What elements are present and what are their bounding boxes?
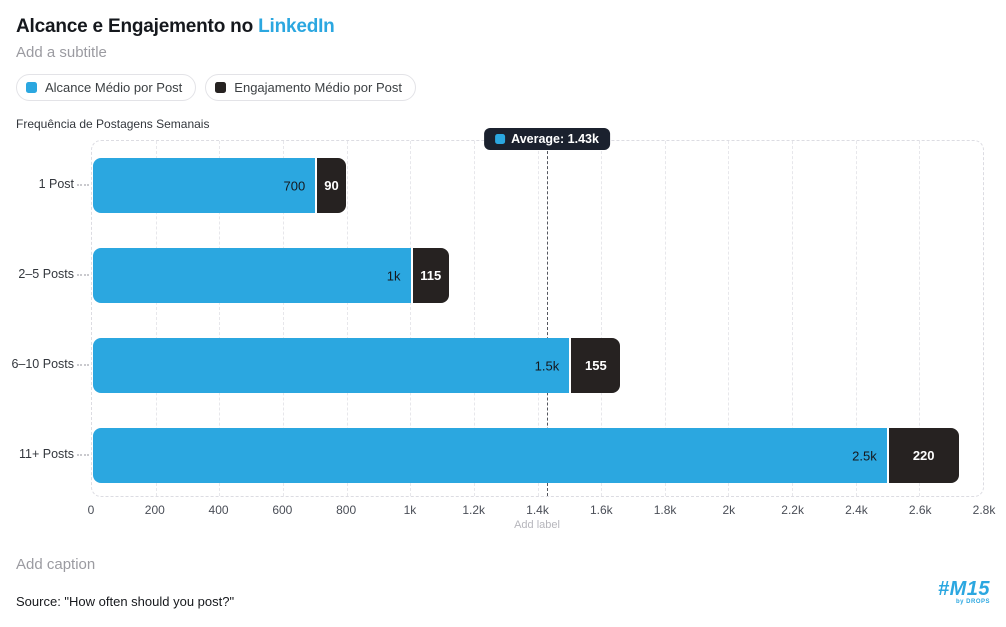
bar-value-label-reach: 700 — [283, 178, 306, 193]
x-axis-tick: 800 — [336, 503, 357, 517]
x-axis-tick: 400 — [208, 503, 229, 517]
x-axis-tick: 1k — [403, 503, 417, 517]
category-label: 1 Post — [38, 177, 74, 191]
brand-logo: #M15 by DROPS — [926, 579, 990, 606]
subtitle-placeholder[interactable]: Add a subtitle — [16, 44, 107, 61]
gridline — [601, 141, 603, 496]
gridline — [410, 141, 412, 496]
gridline — [219, 141, 221, 496]
x-axis-tick: 2.2k — [781, 503, 804, 517]
legend-swatch-icon — [26, 82, 37, 93]
average-label-pill[interactable]: Average: 1.43k — [484, 128, 610, 150]
title-text: Alcance e Engajemento no — [16, 16, 259, 37]
average-label: Average: 1.43k — [511, 132, 599, 146]
gridline — [728, 141, 730, 496]
gridline — [155, 141, 157, 496]
gridline — [346, 141, 348, 496]
bar-row: 1k 115 — [93, 248, 982, 303]
gridline — [282, 141, 284, 496]
y-axis-title: Frequência de Postagens Semanais — [16, 117, 210, 131]
gridline — [792, 141, 794, 496]
brand-logo-subtext: by DROPS — [955, 599, 990, 605]
category-tick-icon — [77, 183, 89, 186]
gridline — [473, 141, 475, 496]
legend: Alcance Médio por Post Engajamento Médio … — [16, 74, 416, 101]
legend-item-engagement[interactable]: Engajamento Médio por Post — [205, 74, 416, 101]
gridline — [664, 141, 666, 496]
bar-segment-engagement[interactable]: 115 — [412, 248, 449, 303]
bar-value-label-reach: 2.5k — [852, 448, 877, 463]
x-axis-tick: 2.4k — [845, 503, 868, 517]
x-axis-tick: 2k — [722, 503, 736, 517]
category-label: 11+ Posts — [18, 447, 74, 461]
brand-logo-text: #M15 — [937, 578, 990, 600]
category-label: 2–5 Posts — [18, 267, 74, 281]
bar-segment-reach[interactable]: 1.5k — [93, 338, 570, 393]
bar-segment-engagement[interactable]: 220 — [888, 428, 959, 483]
category-tick-icon — [77, 453, 89, 456]
caption-placeholder[interactable]: Add caption — [16, 556, 96, 573]
bar-value-label-engagement: 115 — [420, 268, 442, 283]
legend-item-label: Alcance Médio por Post — [45, 80, 183, 95]
bar-value-label-engagement: 155 — [585, 358, 607, 373]
average-line — [547, 141, 549, 496]
legend-item-label: Engajamento Médio por Post — [234, 80, 402, 95]
x-axis-tick: 2.8k — [972, 503, 996, 517]
bar-segment-engagement[interactable]: 90 — [317, 158, 346, 213]
page-title[interactable]: Alcance e Engajemento no LinkedIn — [16, 16, 335, 38]
bar-segment-reach[interactable]: 700 — [93, 158, 316, 213]
average-marker-icon — [495, 134, 506, 144]
x-axis-label-placeholder[interactable]: Add label — [514, 519, 560, 531]
x-axis-tick: 1.2k — [462, 503, 486, 517]
x-axis-tick: 1.4k — [526, 503, 549, 517]
bar-value-label-reach: 1k — [386, 268, 401, 283]
bar-value-label-reach: 1.5k — [534, 358, 560, 373]
bar-row: 1.5k 155 — [93, 338, 982, 393]
category-tick-icon — [77, 363, 89, 366]
bar-segment-reach[interactable]: 2.5k — [93, 428, 887, 483]
legend-swatch-icon — [215, 82, 227, 93]
category-label: 6–10 Posts — [11, 357, 74, 371]
plot-area: Average: 1.43k 700 90 1k 115 1.5k 155 2.5k 220 — [91, 128, 984, 497]
gridline — [537, 141, 539, 496]
gridline — [919, 141, 921, 496]
x-axis-tick: 1.6k — [589, 503, 613, 517]
legend-item-reach[interactable]: Alcance Médio por Post — [16, 74, 197, 101]
gridline — [855, 141, 857, 496]
x-axis-tick: 0 — [87, 503, 95, 517]
bar-segment-engagement[interactable]: 155 — [571, 338, 621, 393]
bar-value-label-engagement: 90 — [324, 178, 339, 193]
x-axis-tick: 1.8k — [653, 503, 677, 517]
bar-segment-reach[interactable]: 1k — [93, 248, 411, 303]
x-axis-tick: 600 — [272, 503, 293, 517]
bar-row: 2.5k 220 — [93, 428, 982, 483]
bar-row: 700 90 — [93, 158, 982, 213]
bar-value-label-engagement: 220 — [912, 448, 935, 463]
category-tick-icon — [77, 273, 89, 276]
x-axis-tick: 200 — [144, 503, 165, 517]
title-highlight: LinkedIn — [258, 16, 335, 37]
source-text: Source: "How often should you post?" — [16, 594, 235, 609]
x-axis-tick: 2.6k — [908, 503, 932, 517]
